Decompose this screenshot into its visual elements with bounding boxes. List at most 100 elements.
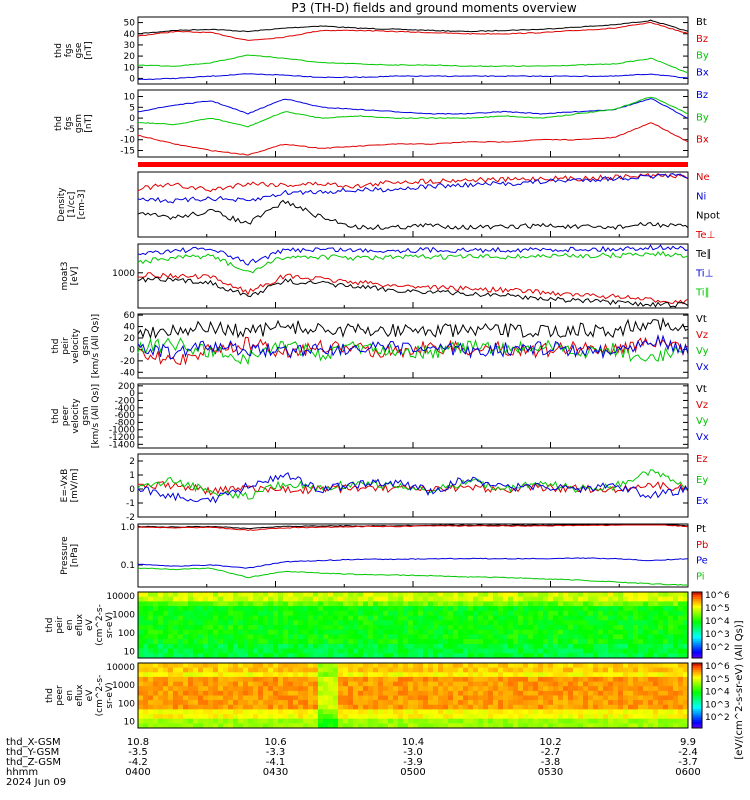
spectrogram-cell [333,610,339,617]
spectrogram-cell [663,709,669,715]
spectrogram-cell [458,714,464,720]
spectrogram-cell [313,596,319,602]
spectrogram-cell [633,686,639,692]
spectrogram-cell [233,620,239,626]
spectrogram-cell [348,625,354,631]
spectrogram-cell [258,625,264,631]
spectrogram-cell [288,667,294,673]
spectrogram-cell [143,620,149,626]
ylabel-line: E=-VxB [60,469,70,503]
panel-frame [137,16,689,85]
spectrogram-cell [178,718,184,724]
spectrogram-cell [318,625,324,631]
ylabel-line: [nPa] [70,544,80,567]
spectrogram-cell [618,714,624,720]
spectrogram-cell [288,700,294,706]
spectrogram-cell [493,681,499,687]
spectrogram-cell [203,700,209,706]
spectrogram-cell [373,634,379,640]
spectrogram-cell [148,653,154,659]
spectrogram-cell [613,601,619,607]
spectrogram-cell [383,596,389,602]
spectrogram-cell [418,667,424,673]
spectrogram-cell [373,690,379,696]
spectrogram-cell [163,695,169,701]
spectrogram-cell [438,601,444,607]
spectrogram-cell [218,629,224,635]
spectrogram-cell [253,686,259,692]
legend-Te∥: Te∥ [695,249,712,260]
spectrogram-cell [223,629,229,635]
spectrogram-cell [303,709,309,715]
spectrogram-cell [408,620,414,626]
spectrogram-cell [343,663,349,669]
spectrogram-cell [453,667,459,673]
spectrogram-cell [458,686,464,692]
spectrogram-cell [553,723,559,729]
spectrogram-cell [338,615,344,621]
spectrogram-cell [508,686,514,692]
spectrogram-cell [178,690,184,696]
spectrogram-cell [583,714,589,720]
spectrogram-cell [678,639,684,645]
spectrogram-cell [368,663,374,669]
spectrogram-cell [398,606,404,612]
spectrogram-cell [528,653,534,659]
spectrogram-cell [583,629,589,635]
spectrogram-cell [213,610,219,617]
spectrogram-cell [293,723,299,729]
spectrogram-cell [603,700,609,706]
spectrogram-cell [378,615,384,621]
spectrogram-cell [323,714,329,720]
spectrogram-cell [553,681,559,687]
spectrogram-cell [453,700,459,706]
spectrogram-cell [518,667,524,673]
spectrogram-cell [223,695,229,701]
spectrogram-cell [558,663,564,669]
spectrogram-cell [193,606,199,612]
spectrogram-cell [183,596,189,602]
spectrogram-cell [573,648,579,654]
spectrogram-cell [563,723,569,729]
spectrogram-cell [353,667,359,673]
spectrogram-cell [508,592,514,598]
spectrogram-cell [613,610,619,617]
spectrogram-cell [653,686,659,692]
spectrogram-cell [148,667,154,673]
legend-Npot: Npot [696,211,720,222]
spectrogram-cell [513,690,519,696]
spectrogram-cell [483,620,489,626]
spectrogram-cell [433,681,439,687]
spectrogram-cell [538,592,544,598]
spectrogram-cell [663,663,669,669]
spectrogram-cell [478,601,484,607]
spectrogram-cell [388,714,394,720]
spectrogram-cell [443,672,449,678]
spectrogram-cell [543,667,549,673]
spectrogram-cell [583,592,589,598]
spectrogram-cell [428,620,434,626]
spectrogram-cell [278,653,284,659]
spectrogram-cell [273,601,279,607]
spectrogram-cell [153,620,159,626]
spectrogram-cell [363,620,369,626]
spectrogram-cell [348,672,354,678]
spectrogram-cell [673,676,679,682]
spectrogram-cell [203,718,209,724]
legend-Ex: Ex [696,496,708,507]
spectrogram-cell [383,667,389,673]
spectrogram-cell [528,663,534,669]
spectrogram-cell [213,663,219,669]
spectrogram-cell [448,610,454,617]
spectrogram-cell [183,681,189,687]
spectrogram-cell [378,639,384,645]
spectrogram-cell [383,690,389,696]
spectrogram-cell [458,676,464,682]
spectrogram-cell [538,690,544,696]
spectrogram-cell [583,625,589,631]
spectrogram-cell [323,601,329,607]
spectrogram-cell [223,714,229,720]
colorbar-step [692,640,702,644]
spectrogram-cell [358,690,364,696]
spectrogram-cell [408,615,414,621]
